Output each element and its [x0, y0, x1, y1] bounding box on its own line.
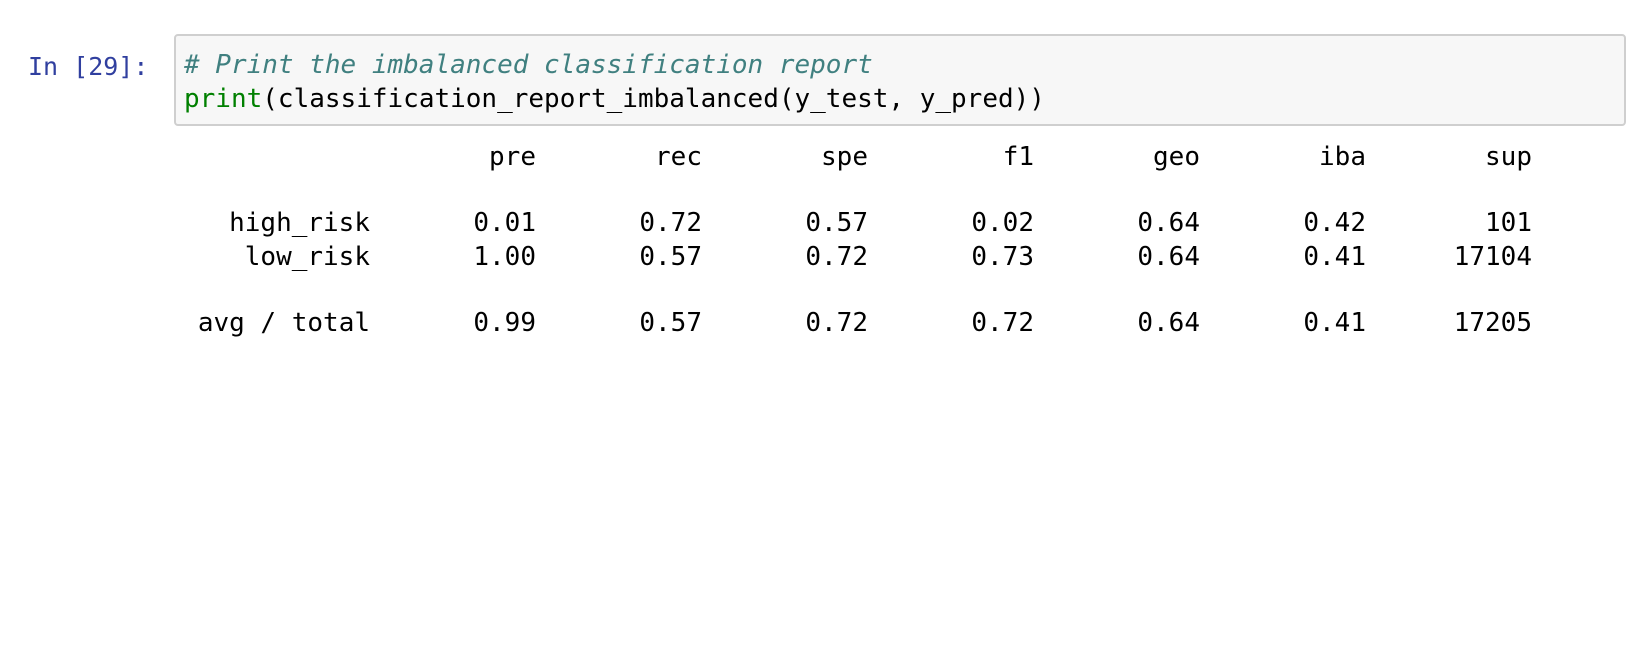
value-iba: 0.41 [1303, 242, 1366, 272]
value-rec: 0.57 [639, 242, 702, 272]
output-area: pre rec spe f1 geo iba sup high_risk 0.0… [170, 140, 1570, 340]
value-rec: 0.57 [639, 308, 702, 338]
print-keyword: print [184, 84, 263, 114]
header-pre: pre [489, 142, 536, 172]
value-sup: 17104 [1453, 242, 1532, 272]
row-label: avg / total [197, 308, 370, 338]
row-label: low_risk [244, 242, 370, 272]
header-spe: spe [821, 142, 868, 172]
code-comment: # Print the imbalanced classification re… [184, 50, 873, 80]
row-label: high_risk [229, 208, 370, 238]
value-spe: 0.72 [805, 308, 868, 338]
value-geo: 0.64 [1137, 308, 1200, 338]
row-spacer [170, 174, 1570, 206]
value-f1: 0.72 [971, 308, 1034, 338]
code-line-1: # Print the imbalanced classification re… [184, 48, 1624, 82]
report-row-avg-total: avg / total 0.99 0.57 0.72 0.72 0.64 0.4… [170, 306, 1570, 340]
report-row-high-risk: high_risk 0.01 0.72 0.57 0.02 0.64 0.42 … [170, 206, 1570, 240]
value-sup: 101 [1485, 208, 1532, 238]
value-geo: 0.64 [1137, 208, 1200, 238]
input-prompt: In [29]: [28, 52, 149, 81]
value-spe: 0.57 [805, 208, 868, 238]
value-f1: 0.02 [971, 208, 1034, 238]
header-f1: f1 [1002, 142, 1034, 172]
print-call-arguments: (classification_report_imbalanced(y_test… [262, 84, 1045, 114]
report-row-low-risk: low_risk 1.00 0.57 0.72 0.73 0.64 0.41 1… [170, 240, 1570, 274]
value-pre: 0.99 [473, 308, 536, 338]
code-input-area[interactable]: # Print the imbalanced classification re… [174, 34, 1626, 126]
value-iba: 0.42 [1303, 208, 1366, 238]
header-sup: sup [1485, 142, 1532, 172]
value-sup: 17205 [1453, 308, 1532, 338]
row-spacer [170, 274, 1570, 306]
code-line-2: print(classification_report_imbalanced(y… [184, 82, 1624, 116]
value-iba: 0.41 [1303, 308, 1366, 338]
header-iba: iba [1319, 142, 1366, 172]
value-rec: 0.72 [639, 208, 702, 238]
value-f1: 0.73 [971, 242, 1034, 272]
header-rec: rec [655, 142, 702, 172]
value-pre: 0.01 [473, 208, 536, 238]
value-geo: 0.64 [1137, 242, 1200, 272]
value-pre: 1.00 [473, 242, 536, 272]
report-header-row: pre rec spe f1 geo iba sup [170, 140, 1570, 174]
value-spe: 0.72 [805, 242, 868, 272]
header-geo: geo [1153, 142, 1200, 172]
